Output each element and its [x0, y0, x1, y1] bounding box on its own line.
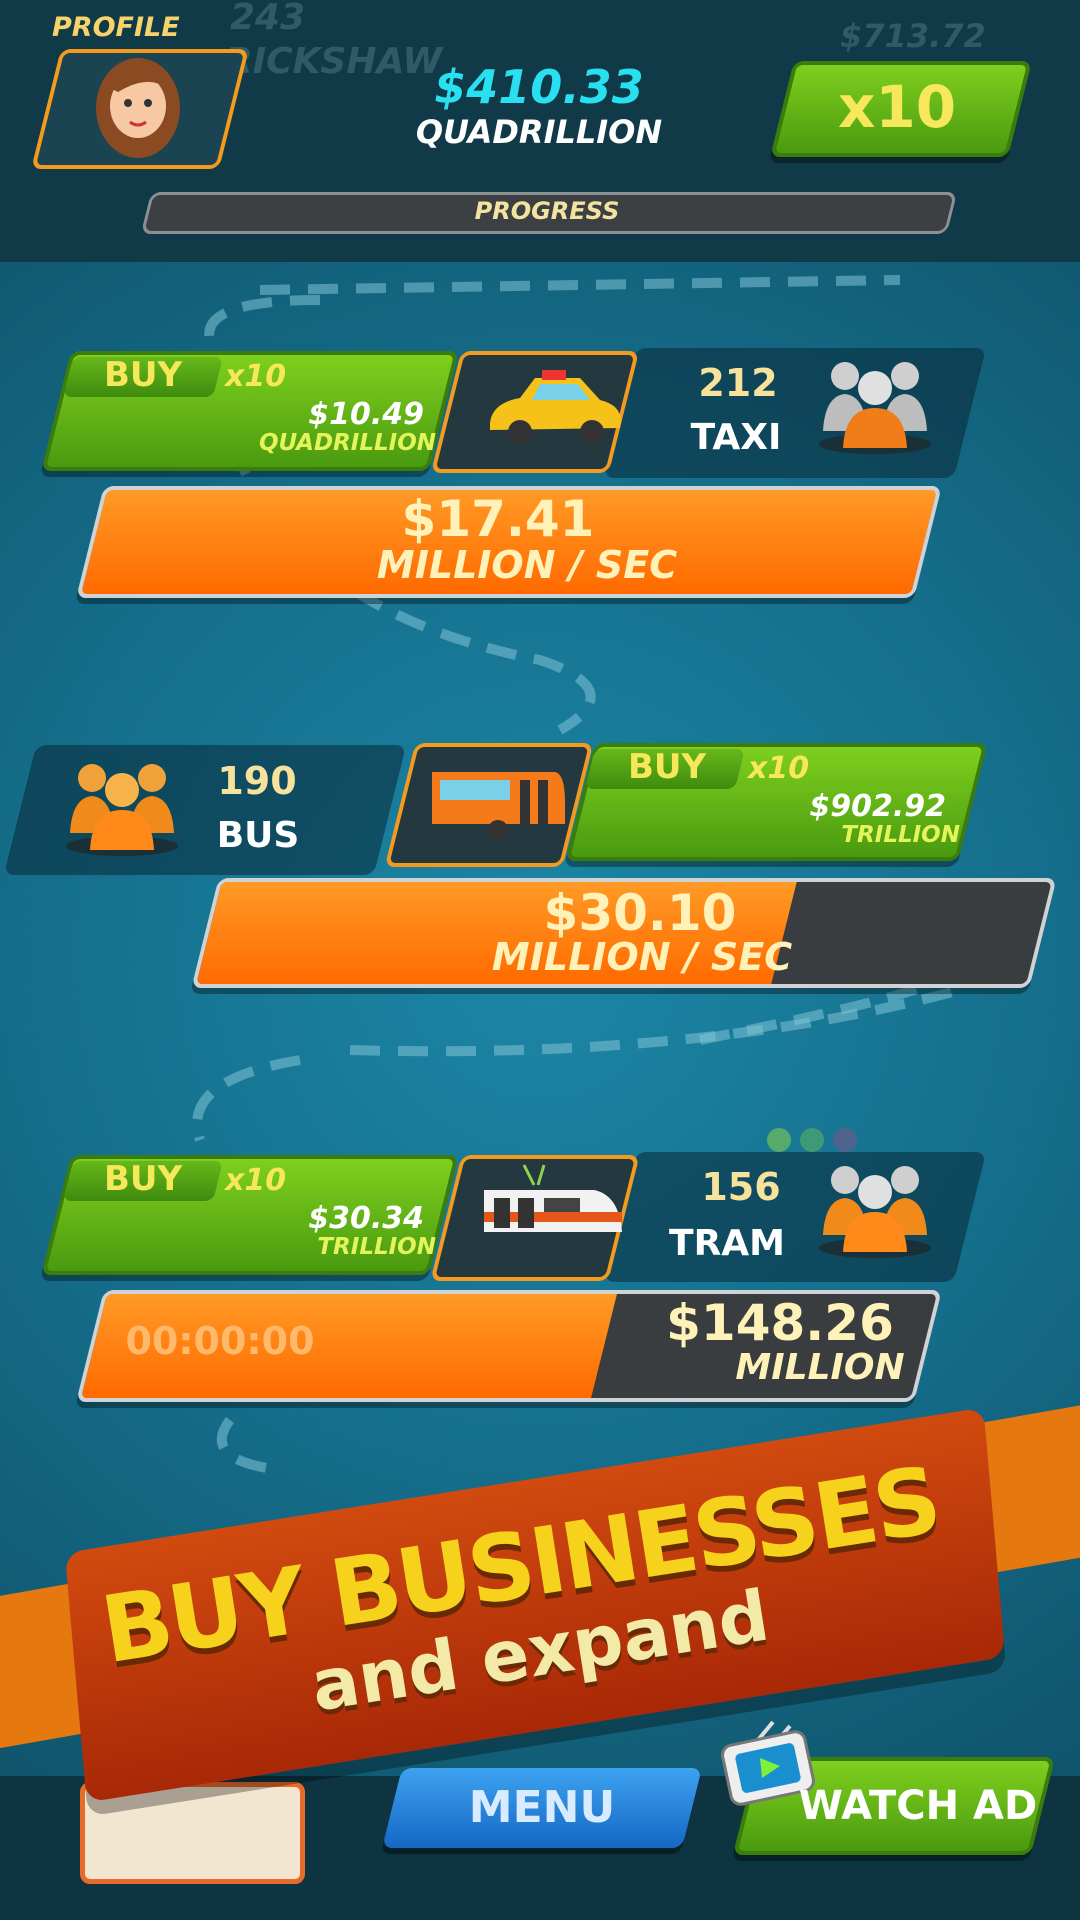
bus-icon [432, 772, 565, 840]
background-count: 243 [230, 0, 306, 38]
taxi-income: $17.41 [401, 490, 595, 548]
tram-buy-price: $30.34 [308, 1201, 424, 1236]
taxi-buy-unit: QUADRILLION [258, 430, 436, 456]
tram-name: TRAM [669, 1223, 785, 1264]
multiplier-label: x10 [837, 73, 957, 141]
taxi-icon [490, 370, 621, 444]
bus-buy-price: $902.92 [809, 789, 946, 824]
bus-name: BUS [216, 815, 300, 856]
tram-income: $148.26 [666, 1294, 894, 1352]
bus-buy-unit: TRILLION [841, 822, 960, 848]
balance: $410.33 [434, 60, 644, 114]
taxi-buy-price: $10.49 [308, 397, 424, 432]
bus-income: $30.10 [543, 884, 737, 942]
tram-buy-label: BUY [104, 1159, 183, 1199]
background-price: $713.72 [840, 17, 986, 55]
taxi-buy-multiplier: x10 [225, 359, 287, 394]
taxi-name: TAXI [690, 417, 782, 458]
taxi-income-unit: MILLION / SEC [376, 543, 678, 587]
bus-income-unit: MILLION / SEC [491, 935, 793, 979]
background-name: RICKSHAW [225, 41, 443, 82]
tv-icon [721, 1720, 815, 1806]
menu-label: MENU [468, 1782, 616, 1833]
bus-owned: 190 [217, 759, 297, 803]
tram-icon [484, 1164, 622, 1232]
tram-owned: 156 [701, 1165, 781, 1209]
avatar [96, 58, 180, 158]
taxi-owned: 212 [698, 361, 778, 405]
balance-unit: QUADRILLION [415, 113, 663, 151]
bus-buy-label: BUY [628, 747, 707, 787]
taxi-managers-icon [819, 362, 931, 454]
tram-managers-icon [819, 1166, 931, 1258]
tram-timer: 00:00:00 [125, 1319, 315, 1363]
tram-buy-unit: TRILLION [317, 1234, 436, 1260]
bus-buy-multiplier: x10 [748, 751, 810, 786]
watch-ad-label: WATCH AD [798, 1783, 1038, 1829]
profile-label: PROFILE [52, 12, 180, 43]
tram-buy-multiplier: x10 [225, 1163, 287, 1198]
bus-managers-icon [66, 764, 178, 856]
tram-income-unit: MILLION [735, 1347, 905, 1388]
taxi-buy-label: BUY [104, 355, 183, 395]
progress-label: PROGRESS [474, 197, 620, 225]
